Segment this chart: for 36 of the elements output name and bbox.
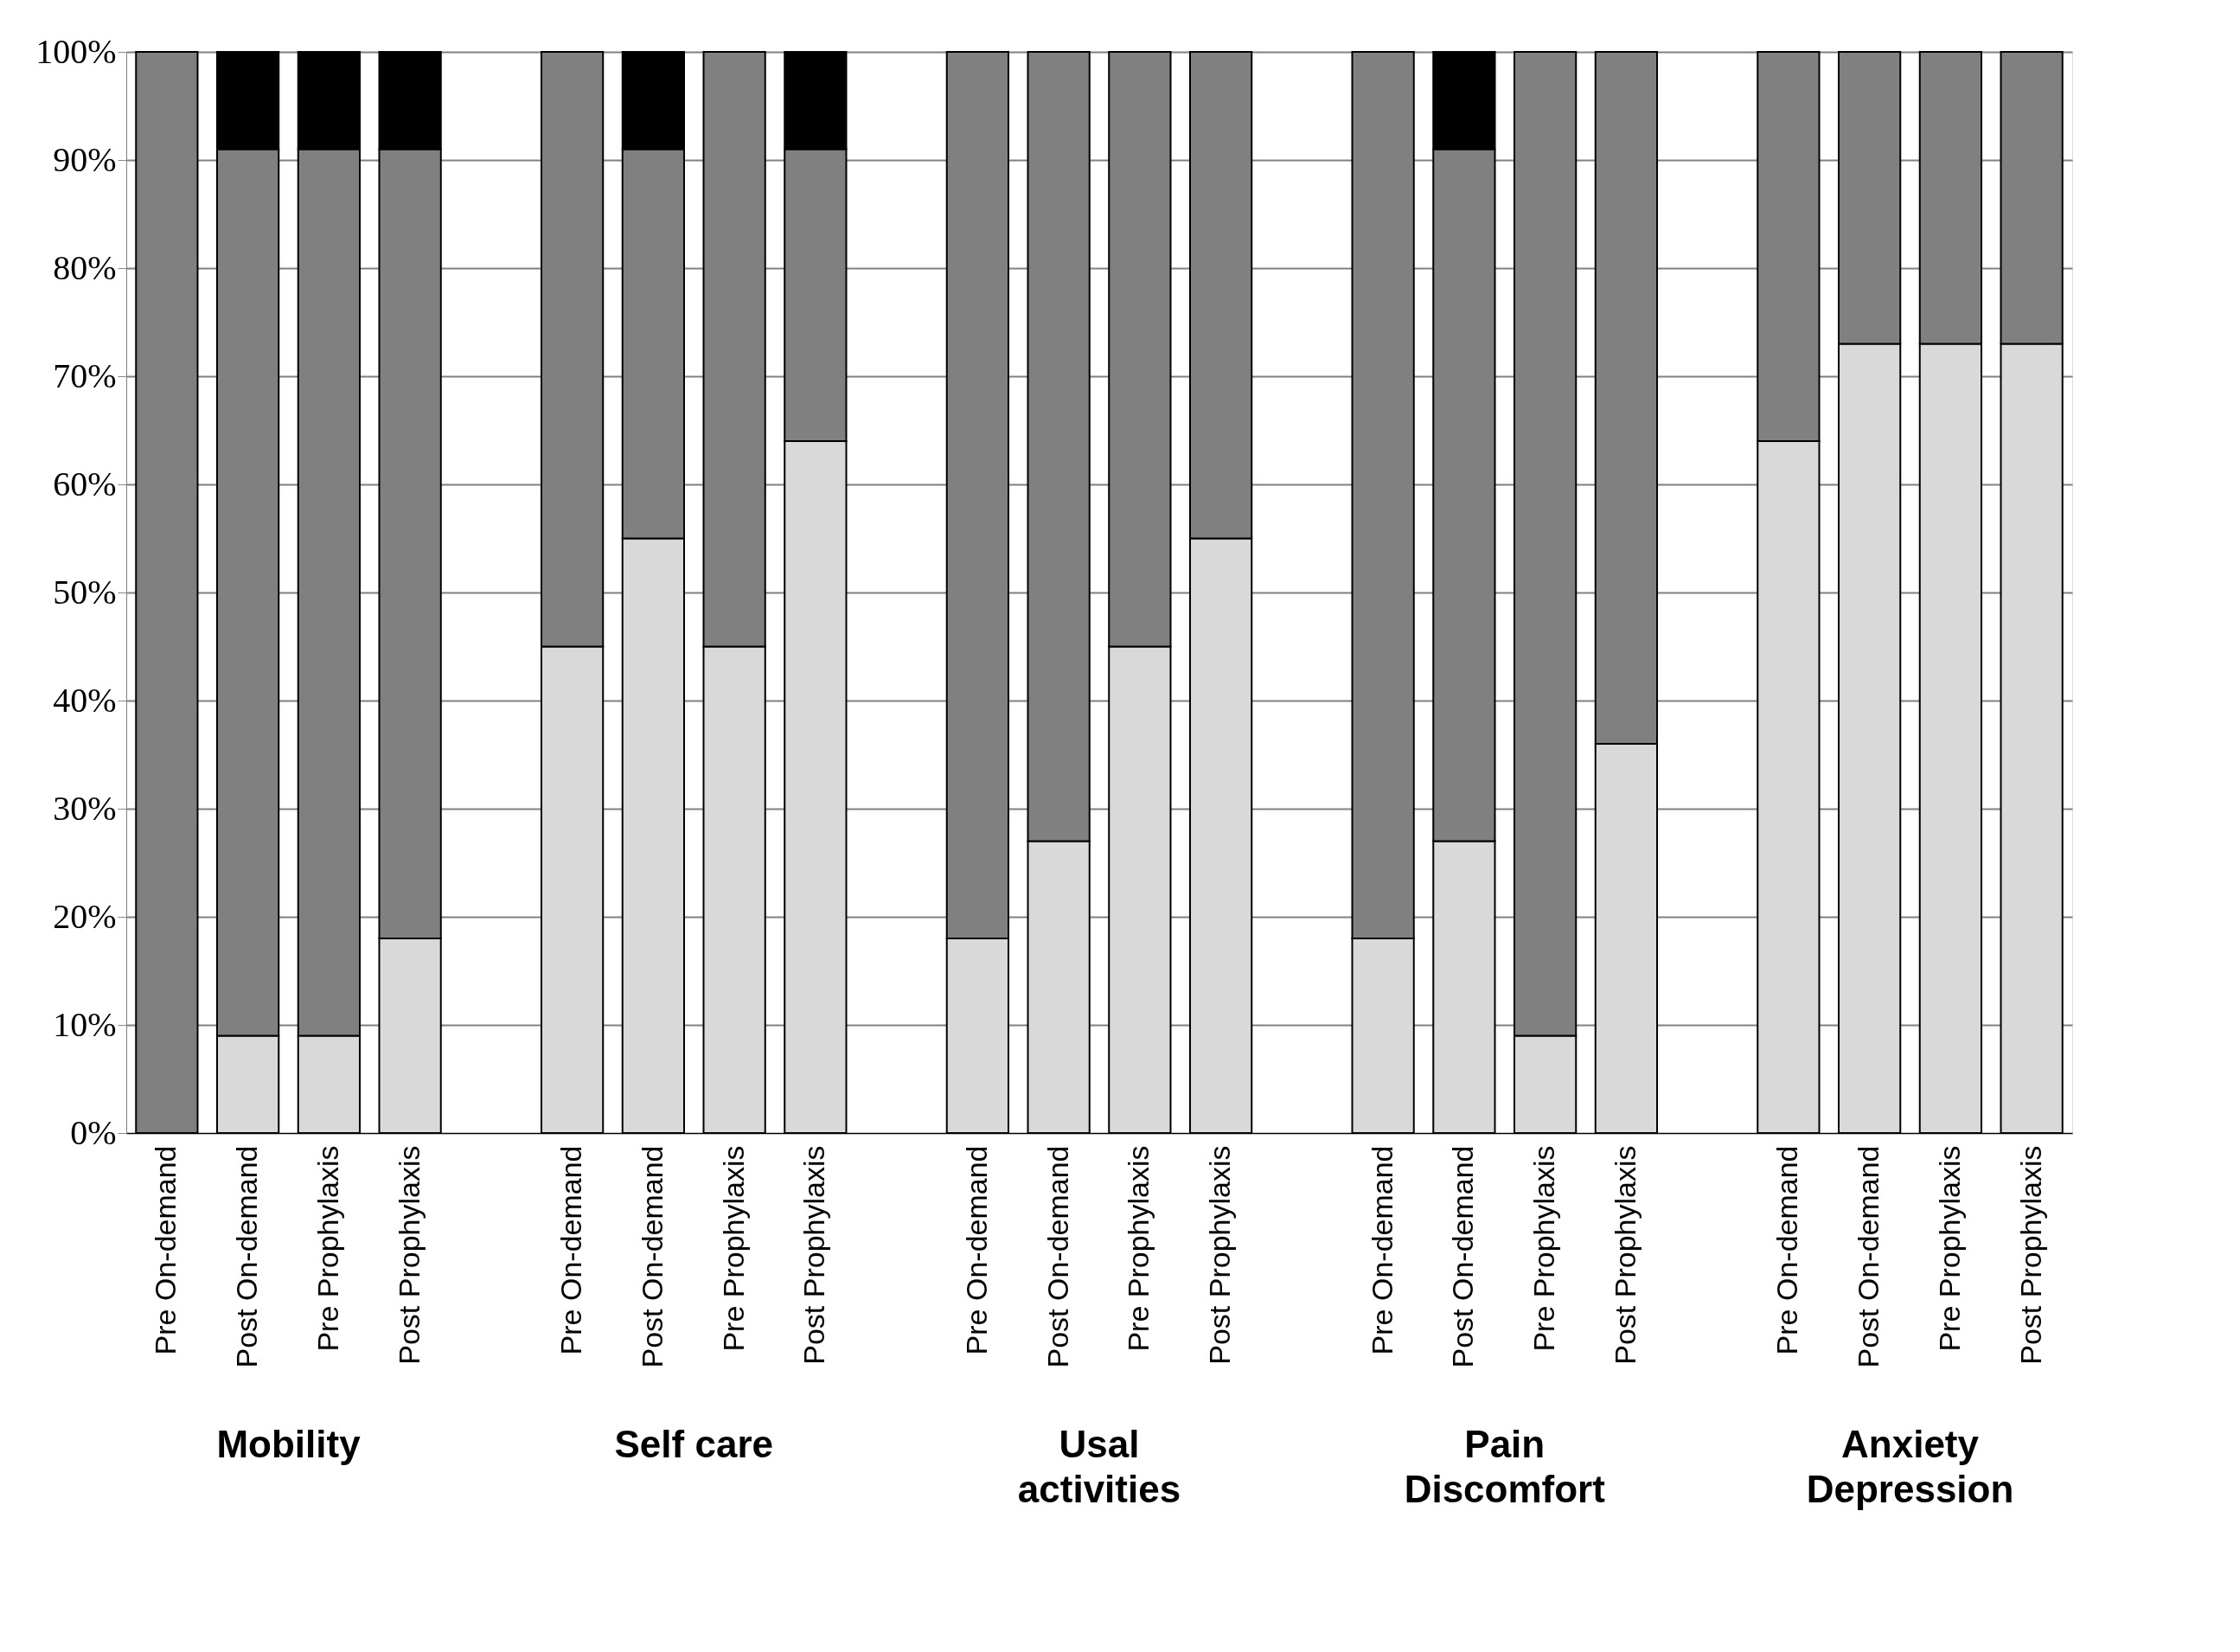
y-tick-label: 70%: [53, 355, 117, 395]
x-tick-label: Pre Prophylaxis: [310, 1145, 344, 1352]
y-tick-label: 40%: [53, 680, 117, 720]
text: Anxiety Depression: [1806, 1423, 2014, 1510]
x-tick-label: Pre On-demand: [959, 1145, 993, 1355]
x-tick-label: Post Prophylaxis: [1608, 1145, 1642, 1365]
x-tick-label: Pre On-demand: [1365, 1145, 1398, 1355]
x-tick-label: Pre Prophylaxis: [1122, 1145, 1155, 1352]
x-tick-label: Post Prophylaxis: [392, 1145, 426, 1365]
x-tick-label: Pre Prophylaxis: [1932, 1145, 1966, 1352]
y-tick-label: 80%: [53, 247, 117, 287]
x-tick-label: Post On-demand: [1040, 1145, 1074, 1368]
x-tick-label: Post Prophylaxis: [797, 1145, 831, 1365]
x-tick-label: Post On-demand: [230, 1145, 264, 1368]
x-tick-label: Post On-demand: [1446, 1145, 1480, 1368]
text: Mobility: [216, 1423, 362, 1465]
y-tick-label: 10%: [53, 1004, 117, 1044]
text: Pain Discomfort: [1404, 1423, 1606, 1510]
text: Usal activities: [1017, 1423, 1181, 1510]
y-tick-label: 90%: [53, 139, 117, 179]
x-tick-label: Post Prophylaxis: [2013, 1145, 2047, 1365]
y-tick-label: 100%: [35, 31, 117, 71]
text: Self care: [614, 1423, 773, 1465]
x-tick-label: Pre Prophylaxis: [1527, 1145, 1561, 1352]
x-tick-label: Post Prophylaxis: [1203, 1145, 1237, 1365]
y-tick-label: 0%: [70, 1112, 117, 1152]
x-tick-label: Post On-demand: [1852, 1145, 1885, 1368]
x-tick-label: Pre Prophylaxis: [716, 1145, 750, 1352]
x-tick-label: Post On-demand: [635, 1145, 669, 1368]
y-tick-label: 50%: [53, 572, 117, 611]
x-tick-label: Pre On-demand: [1770, 1145, 1804, 1355]
x-tick-label: Pre On-demand: [149, 1145, 182, 1355]
x-tick-label: Pre On-demand: [554, 1145, 588, 1355]
y-tick-label: 60%: [53, 464, 117, 503]
y-tick-label: 20%: [53, 896, 117, 936]
y-tick-label: 30%: [53, 788, 117, 828]
